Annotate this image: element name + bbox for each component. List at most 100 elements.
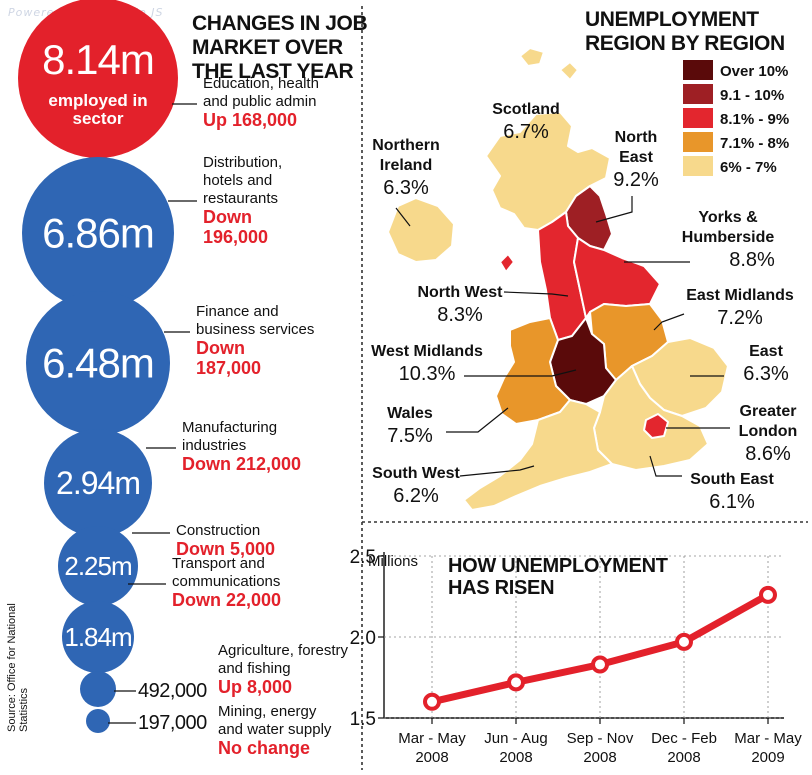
- y-tick-label: 2.0: [350, 628, 376, 649]
- sector-bubble: [62, 601, 134, 673]
- region-map-title-line: REGION BY REGION: [585, 32, 785, 55]
- region-name: North: [615, 129, 658, 146]
- y-tick-label: 2.5: [350, 547, 376, 568]
- region-rate: 7.2%: [717, 307, 763, 329]
- region-rate: 6.7%: [503, 121, 549, 143]
- sector-name: industries: [182, 437, 246, 454]
- sector-change: Up 168,000: [203, 110, 297, 130]
- sector-bubble: [44, 429, 152, 537]
- sector-name: business services: [196, 321, 314, 338]
- region-greater-london: [643, 413, 669, 439]
- region-northern-ireland: [387, 197, 455, 263]
- legend-swatch: [683, 132, 713, 152]
- region-name: East: [619, 149, 653, 166]
- region-south-west: [463, 399, 613, 511]
- region-map-title-line: UNEMPLOYMENT: [585, 8, 759, 31]
- sector-value-label: 197,000: [138, 712, 207, 734]
- region-name: Greater: [740, 403, 797, 420]
- region-name: East Midlands: [686, 287, 794, 304]
- region-name: Ireland: [380, 157, 432, 174]
- legend-label: 9.1 - 10%: [720, 87, 784, 104]
- sector-change: 196,000: [203, 227, 268, 247]
- legend-swatch: [683, 108, 713, 128]
- series-point: [759, 585, 777, 604]
- x-tick-label: 2009: [751, 749, 784, 766]
- sector-change: Down 22,000: [172, 590, 281, 610]
- leader-north-east: [595, 196, 633, 223]
- sector-name: Education, health: [203, 75, 319, 92]
- sector-bubble: [86, 709, 110, 733]
- region-name: East: [749, 343, 783, 360]
- region-rate: 6.1%: [709, 491, 755, 513]
- sector-value-label: 2.94m: [56, 465, 140, 501]
- region-scotland-islands: [519, 47, 579, 81]
- sector-change: Up 8,000: [218, 677, 292, 697]
- leader-west-midlands: [464, 369, 577, 377]
- leader-northern-ireland: [395, 207, 411, 227]
- sector-value-label: 6.48m: [42, 339, 154, 386]
- series-line: [428, 591, 772, 706]
- legend-label: 8.1% - 9%: [720, 111, 789, 128]
- legend-swatch: [683, 60, 713, 80]
- region-rate: 8.6%: [745, 443, 791, 465]
- x-tick-label: 2008: [667, 749, 700, 766]
- region-rate: 6.3%: [743, 363, 789, 385]
- sector-name: Construction: [176, 522, 260, 539]
- region-name: Northern: [372, 137, 440, 154]
- sector-name: Agriculture, forestry: [218, 642, 349, 659]
- sector-change: Down: [203, 207, 252, 227]
- sector-name: restaurants: [203, 190, 278, 207]
- sector-sub-label: sector: [72, 109, 123, 128]
- leader-east-midlands: [653, 313, 685, 331]
- series-point: [423, 692, 441, 711]
- legend-label: 7.1% - 8%: [720, 135, 789, 152]
- sector-change: Down 5,000: [176, 539, 275, 559]
- region-rate: 6.3%: [383, 177, 429, 199]
- map-leader-lines: [395, 196, 730, 477]
- sector-name: Transport and: [172, 555, 265, 572]
- line-chart-title-line: HAS RISEN: [448, 577, 554, 599]
- leader-north-west: [503, 291, 569, 297]
- region-rate: 8.3%: [437, 304, 483, 326]
- sector-change: Down: [196, 338, 245, 358]
- region-name: West Midlands: [371, 343, 483, 360]
- region-isle-of-man: [499, 253, 515, 273]
- region-name: Yorks &: [698, 209, 758, 226]
- sector-name: communications: [172, 573, 280, 590]
- sector-name: and public admin: [203, 93, 316, 110]
- region-name: London: [739, 423, 798, 440]
- sector-bubble: [22, 157, 174, 309]
- leader-south-west: [459, 465, 535, 477]
- region-scotland: [485, 111, 611, 231]
- sector-bubble: [80, 671, 116, 707]
- sector-name: Finance and: [196, 303, 279, 320]
- sector-bubble: [26, 291, 170, 435]
- series-point: [507, 673, 525, 692]
- sector-name: Mining, energy: [218, 703, 317, 720]
- region-rate: 9.2%: [613, 169, 659, 191]
- region-name: Wales: [387, 405, 433, 422]
- sector-name: Distribution,: [203, 154, 282, 171]
- region-rate: 7.5%: [387, 425, 433, 447]
- sector-value-label: 2.25m: [64, 551, 131, 581]
- sector-value-label: 492,000: [138, 680, 207, 702]
- sector-name: and fishing: [218, 660, 291, 677]
- region-name: Scotland: [492, 101, 560, 118]
- x-tick-label: Mar - May: [398, 730, 466, 747]
- job-market-title-line: MARKET OVER: [192, 36, 343, 59]
- x-tick-label: Mar - May: [734, 730, 802, 747]
- job-market-title-line: CHANGES IN JOB: [192, 12, 367, 35]
- sector-value-label: 1.84m: [64, 622, 131, 652]
- sector-bubble: [58, 526, 138, 606]
- sector-change: Down 212,000: [182, 454, 301, 474]
- sector-name: and water supply: [218, 721, 332, 738]
- uk-region-map: [387, 47, 729, 511]
- x-tick-label: 2008: [583, 749, 616, 766]
- legend-label: Over 10%: [720, 63, 788, 80]
- sector-value-label: 8.14m: [42, 36, 154, 83]
- line-chart-title-line: HOW UNEMPLOYMENT: [448, 555, 668, 577]
- sector-change: No change: [218, 738, 310, 758]
